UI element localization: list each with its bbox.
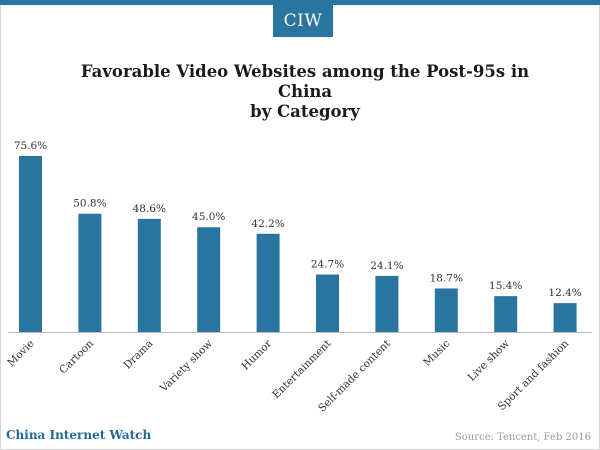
category-tick-label: Entertainment [270, 337, 334, 401]
data-label: 24.7% [311, 258, 344, 270]
footer-brand: China Internet Watch [6, 428, 152, 442]
bar [434, 288, 458, 332]
bar [197, 227, 221, 332]
category-tick-label: Drama [122, 338, 156, 372]
bar [78, 213, 102, 332]
data-label: 42.2% [251, 218, 284, 230]
data-label: 45.0% [192, 211, 225, 223]
category-tick-label: Cartoon [57, 337, 96, 376]
category-tick-label: Music [421, 338, 452, 369]
bar [137, 218, 161, 332]
data-label: 18.7% [430, 272, 463, 284]
data-label: 50.8% [73, 198, 106, 210]
bar [19, 156, 42, 332]
bar [316, 274, 339, 332]
data-label: 15.4% [489, 280, 522, 292]
chart-title-line-1: Favorable Video Websites among the Post-… [80, 62, 530, 101]
bar [494, 296, 518, 332]
chart-title-line-2: by Category [250, 102, 360, 121]
data-label: 75.6% [14, 140, 47, 152]
category-tick-label: Variety show [157, 338, 215, 396]
category-tick-label: Movie [5, 338, 37, 370]
bar [375, 275, 399, 332]
data-label: 24.1% [370, 260, 403, 272]
footer-source: Source: Tencent, Feb 2016 [454, 432, 591, 443]
category-tick-label: Live show [466, 338, 512, 384]
chart-title: Favorable Video Websites among the Post-… [60, 62, 550, 122]
bar [256, 233, 280, 332]
data-label: 12.4% [548, 287, 581, 299]
data-label: 48.6% [133, 203, 166, 215]
top-accent-bar [0, 0, 600, 5]
bar [553, 303, 577, 332]
ciw-logo: CIW [273, 5, 333, 37]
category-tick-label: Humor [239, 337, 274, 372]
